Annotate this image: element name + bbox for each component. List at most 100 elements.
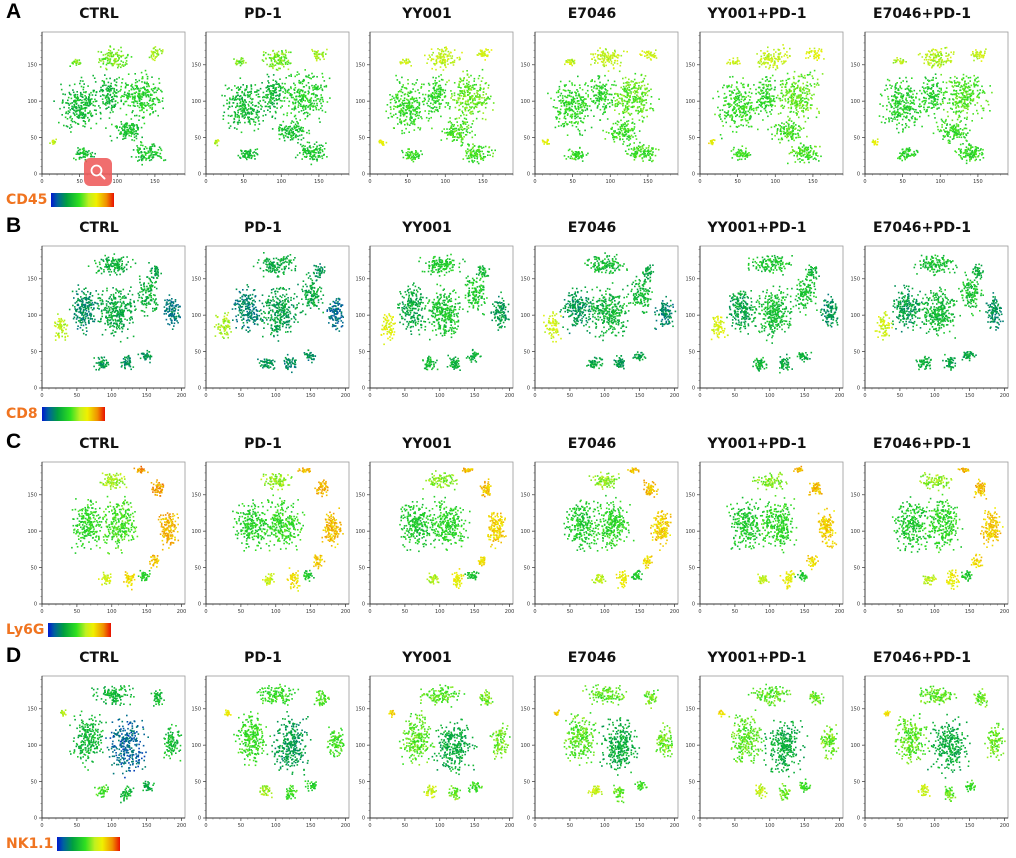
scatter-point	[144, 69, 147, 72]
scatter-point	[485, 48, 487, 50]
scatter-point	[113, 59, 115, 62]
scatter-point	[94, 98, 96, 101]
scatter-point	[439, 84, 442, 87]
scatter-point	[270, 58, 273, 61]
scatter-point	[732, 92, 734, 94]
scatter-point	[299, 95, 301, 98]
scatter-point	[109, 46, 112, 48]
scatter-point	[122, 125, 124, 128]
scatter-point	[448, 132, 450, 134]
scatter-point	[419, 128, 421, 131]
scatter-point	[486, 55, 489, 58]
scatter-point	[575, 121, 577, 123]
scatter-point	[84, 110, 86, 112]
scatter-point	[466, 82, 468, 85]
scatter-point	[734, 98, 736, 100]
scatter-point	[744, 112, 747, 114]
scatter-point	[607, 102, 609, 105]
scatter-point	[649, 58, 652, 60]
scatter-point	[625, 110, 628, 113]
scatter-point	[608, 93, 610, 96]
scatter-point	[329, 97, 331, 99]
scatter-point	[742, 77, 744, 79]
scatter-point	[565, 100, 568, 102]
scatter-point	[249, 108, 252, 110]
scatter-point	[65, 112, 67, 115]
scatter-point	[156, 55, 158, 58]
scatter-point	[473, 160, 476, 162]
scatter-point	[80, 107, 82, 109]
scatter-point	[719, 109, 721, 112]
scatter-point	[563, 122, 566, 125]
scatter-point	[84, 151, 87, 153]
scatter-point	[415, 107, 418, 109]
scatter-point	[604, 98, 607, 101]
scatter-point	[587, 152, 589, 155]
scatter-point	[462, 158, 465, 160]
scatter-point	[583, 117, 585, 120]
scatter-point	[566, 114, 569, 116]
scatter-point	[138, 119, 140, 121]
scatter-point	[78, 59, 81, 61]
scatter-point	[618, 70, 621, 73]
scatter-point	[284, 82, 286, 85]
scatter-point	[70, 131, 72, 133]
scatter-point	[745, 102, 748, 104]
scatter-point	[480, 145, 482, 148]
scatter-point	[643, 84, 646, 87]
scatter-point	[269, 107, 271, 110]
zoom-button[interactable]	[84, 158, 112, 186]
scatter-point	[158, 88, 160, 90]
scatter-point	[262, 60, 265, 62]
scatter-point	[652, 151, 654, 153]
scatter-point	[125, 124, 128, 126]
scatter-point	[629, 114, 631, 116]
scatter-point	[75, 60, 77, 63]
scatter-point	[743, 112, 746, 115]
scatter-point	[141, 158, 144, 161]
scatter-point	[624, 134, 627, 136]
scatter-point	[105, 101, 108, 104]
scatter-point	[152, 55, 155, 58]
scatter-point	[254, 105, 256, 107]
scatter-point	[112, 63, 115, 65]
scatter-point	[650, 149, 653, 151]
scatter-point	[475, 106, 478, 108]
scatter-point	[410, 115, 412, 117]
scatter-point	[113, 48, 115, 50]
scatter-point	[568, 148, 571, 151]
scatter-point	[257, 117, 259, 120]
scatter-point	[433, 96, 436, 99]
scatter-point	[735, 93, 738, 95]
scatter-point	[241, 109, 244, 112]
scatter-point	[318, 108, 320, 111]
scatter-point	[482, 91, 485, 93]
scatter-point	[312, 87, 314, 89]
scatter-point	[418, 97, 421, 99]
scatter-point	[380, 140, 383, 142]
scatter-point	[240, 150, 243, 152]
scatter-point	[291, 127, 293, 130]
scatter-point	[743, 102, 746, 105]
scatter-point	[272, 50, 274, 52]
scatter-point	[150, 54, 153, 57]
scatter-point	[125, 134, 127, 136]
scatter-point	[150, 147, 153, 150]
scatter-point	[734, 97, 736, 99]
panel-title: YY001	[344, 6, 510, 22]
scatter-point	[125, 113, 128, 116]
scatter-point	[326, 48, 328, 51]
scatter-point	[597, 75, 599, 77]
scatter-point	[490, 95, 492, 98]
scatter-point	[69, 116, 71, 119]
scatter-point	[484, 82, 487, 85]
scatter-point	[318, 117, 320, 120]
scatter-point	[114, 100, 117, 102]
scatter-point	[465, 150, 467, 152]
scatter-point	[627, 128, 630, 131]
scatter-point	[111, 100, 114, 103]
scatter-point	[479, 84, 482, 86]
scatter-point	[321, 109, 324, 112]
scatter-point	[468, 143, 470, 146]
scatter-point	[406, 112, 408, 114]
